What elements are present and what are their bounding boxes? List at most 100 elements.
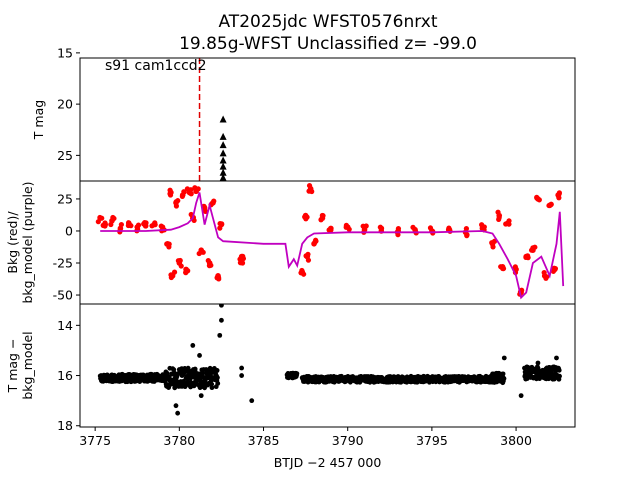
data-point [174,36,179,41]
data-point [551,49,556,54]
data-point [134,40,139,45]
data-point [119,39,124,44]
data-point [506,221,512,227]
data-point [548,43,553,48]
data-point [288,58,291,59]
data-point [477,39,482,44]
data-point [497,46,502,51]
data-point [548,49,553,54]
data-point [527,48,532,53]
data-point [169,41,174,46]
data-point [103,39,108,44]
data-point [544,38,549,43]
data-point [517,49,522,54]
data-point [109,40,114,45]
data-point [142,36,147,41]
data-point [108,221,114,228]
data-point [141,39,146,44]
data-point [504,52,509,57]
data-point [507,48,512,53]
data-point [113,38,118,43]
data-point [172,40,177,45]
data-point [525,50,530,55]
data-point [215,381,221,386]
data-point [149,40,154,45]
data-point [485,40,490,45]
data-point [511,45,516,50]
data-point [136,38,141,43]
data-point [105,37,110,42]
data-point [148,37,153,42]
data-point [127,40,132,45]
data-point [126,37,131,42]
data-point [142,40,147,45]
data-point [518,44,523,49]
data-point [112,38,117,43]
data-point [522,38,527,43]
data-point [479,38,484,43]
data-point [517,48,522,53]
data-point [525,51,530,56]
data-point [498,50,503,55]
data-point [138,36,143,41]
data-point [162,40,167,45]
data-point [147,39,152,44]
data-point [551,41,556,46]
data-point [148,39,153,44]
data-point [526,43,531,48]
data-point [326,227,332,233]
data-point [131,39,136,44]
data-point [106,40,111,45]
data-point [163,37,168,42]
data-point [521,42,526,47]
data-point [170,37,175,42]
outlier-point [501,355,507,361]
data-point [181,189,187,195]
data-point [125,37,130,42]
data-point [554,40,559,45]
data-point [145,38,150,43]
data-point [173,40,178,45]
data-point [135,39,140,44]
title-line1: AT2025jdc WFST0576nrxt [219,12,438,32]
data-point [498,49,503,54]
data-point [146,38,151,43]
data-point [495,49,500,54]
data-point [155,39,160,44]
data-point [541,269,547,276]
data-point [514,48,519,53]
data-point [120,39,125,44]
data-point [496,45,501,50]
data-point [545,42,550,47]
data-point [544,47,549,52]
data-point [294,371,300,377]
data-point [541,45,546,50]
data-point [500,265,506,272]
data-point [503,46,508,51]
data-point [138,38,143,43]
data-point [540,36,545,41]
data-point [165,37,170,42]
data-point [532,49,537,54]
data-point [106,39,111,44]
data-point [532,46,537,51]
data-point [163,36,168,41]
data-point [135,222,142,228]
data-point [124,36,129,41]
data-point [500,52,505,57]
data-point [540,45,545,50]
data-point [211,198,217,204]
data-point [486,37,491,42]
data-point [410,224,416,230]
data-point [479,39,484,44]
upper-limit-marker [219,141,227,149]
data-point [143,39,148,44]
data-point [101,39,106,44]
data-point [531,52,536,57]
data-point [502,50,507,55]
data-point [120,40,125,45]
data-point [152,222,158,228]
data-point [492,50,497,55]
data-point [501,52,506,57]
data-point [499,46,504,51]
